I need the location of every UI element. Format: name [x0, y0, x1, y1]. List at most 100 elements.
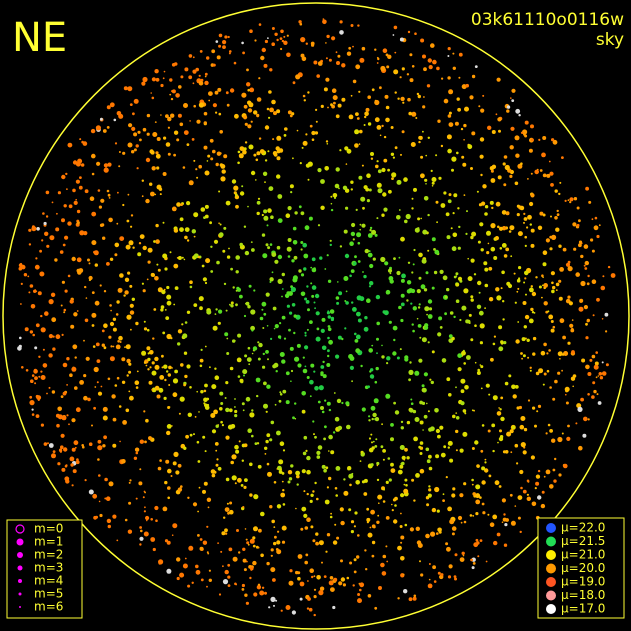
star [466, 355, 471, 360]
star [478, 291, 481, 294]
star [221, 531, 226, 536]
star [271, 27, 275, 30]
star [178, 85, 182, 89]
star [102, 129, 107, 133]
star [117, 340, 120, 343]
star [524, 314, 530, 320]
star [196, 440, 200, 444]
star [554, 189, 558, 193]
star [166, 430, 171, 436]
star [164, 267, 168, 271]
star [401, 67, 405, 71]
star [436, 509, 440, 513]
star [219, 391, 224, 396]
star [381, 124, 384, 128]
star [490, 246, 496, 252]
star [423, 414, 428, 419]
star [238, 440, 241, 443]
star [556, 213, 560, 217]
star [227, 35, 230, 39]
star [166, 285, 170, 290]
star [321, 464, 326, 469]
star [108, 481, 114, 487]
star [447, 506, 452, 512]
star [372, 440, 375, 443]
star [371, 524, 376, 529]
star [380, 256, 386, 263]
star [348, 114, 354, 120]
star [355, 208, 358, 211]
star [428, 65, 433, 70]
star [419, 560, 421, 563]
star [176, 257, 179, 259]
star [550, 320, 554, 323]
star [114, 384, 118, 387]
star [418, 135, 423, 140]
star [434, 486, 440, 493]
star [224, 532, 228, 535]
star [30, 304, 36, 309]
star [394, 504, 397, 507]
star [158, 559, 164, 565]
star [548, 160, 551, 163]
star [457, 367, 462, 372]
star [359, 223, 362, 226]
star [189, 433, 193, 437]
star [455, 449, 458, 452]
star [62, 243, 66, 247]
star [313, 433, 315, 436]
star [516, 462, 519, 465]
star [247, 428, 252, 434]
star [332, 605, 336, 610]
star [381, 355, 385, 359]
star [29, 330, 34, 334]
star [349, 241, 354, 246]
star [534, 487, 537, 490]
star [303, 490, 306, 493]
star [482, 94, 485, 97]
star [227, 575, 231, 579]
star [411, 478, 415, 482]
star [216, 260, 220, 265]
star [482, 184, 487, 189]
star [558, 279, 562, 283]
star [141, 179, 144, 182]
star [530, 455, 536, 460]
star [393, 338, 396, 342]
star [529, 223, 532, 226]
star [346, 51, 352, 56]
star [223, 226, 227, 230]
star [431, 177, 437, 182]
star [462, 554, 465, 557]
star [552, 397, 556, 401]
star [365, 107, 370, 112]
star [201, 264, 205, 268]
star [33, 368, 38, 372]
star [423, 67, 427, 72]
star [328, 450, 330, 452]
star [286, 52, 291, 58]
star [309, 568, 315, 573]
star [258, 528, 262, 533]
star [119, 440, 121, 443]
star [601, 318, 604, 320]
star [403, 459, 406, 461]
star [363, 185, 368, 190]
star [461, 305, 467, 311]
star [474, 361, 477, 364]
star [226, 502, 229, 505]
star [245, 538, 248, 541]
star [426, 84, 431, 88]
star [128, 123, 133, 128]
star [74, 356, 77, 359]
star [582, 433, 587, 438]
star [83, 339, 85, 342]
star [310, 525, 314, 529]
star [147, 368, 150, 371]
star [492, 449, 495, 453]
star [464, 106, 469, 112]
star [430, 169, 433, 172]
star [443, 98, 449, 104]
star [460, 127, 464, 131]
star [337, 335, 342, 340]
